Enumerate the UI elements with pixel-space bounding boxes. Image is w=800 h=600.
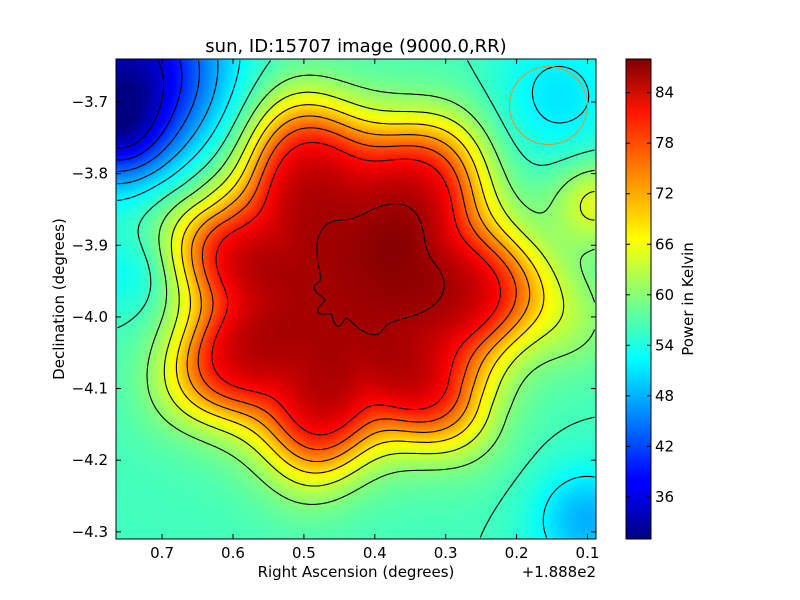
colorbar-tick-label: 78 bbox=[655, 134, 674, 152]
contour-line bbox=[175, 104, 545, 474]
contour-line bbox=[146, 74, 596, 505]
contour-line bbox=[117, 60, 200, 172]
y-axis-label: Declination (degrees) bbox=[50, 218, 68, 380]
x-tick-label: 0.2 bbox=[505, 544, 529, 562]
y-tick-label: −3.9 bbox=[72, 236, 108, 254]
contour-line bbox=[117, 60, 183, 161]
contour-line bbox=[313, 203, 445, 336]
x-tick-label: 0.4 bbox=[363, 544, 387, 562]
colorbar-tick-label: 66 bbox=[655, 235, 674, 253]
colorbar-tick-label: 42 bbox=[655, 437, 674, 455]
heatmap-area bbox=[115, 58, 597, 540]
contour-line bbox=[211, 141, 502, 436]
plot-frame bbox=[115, 58, 597, 540]
y-tick-label: −4.2 bbox=[72, 451, 108, 469]
colorbar-label: Power in Kelvin bbox=[679, 242, 697, 356]
colorbar-gradient bbox=[626, 59, 651, 539]
x-axis-offset: +1.888e2 bbox=[522, 563, 596, 581]
colorbar-tick-label: 48 bbox=[655, 387, 674, 405]
heatmap-image bbox=[116, 59, 596, 539]
contour-line bbox=[117, 60, 165, 149]
y-tick-label: −4.1 bbox=[72, 380, 108, 398]
x-tick-label: 0.5 bbox=[292, 544, 316, 562]
y-tick-label: −3.7 bbox=[72, 93, 108, 111]
x-tick-label: 0.6 bbox=[221, 544, 245, 562]
contour-line bbox=[186, 115, 531, 463]
y-axis-ticks: −3.7 −3.8 −3.9 −4.0 −4.1 −4.2 −4.3 bbox=[72, 93, 596, 541]
y-tick-label: −4.3 bbox=[72, 523, 108, 541]
x-tick-label: 0.3 bbox=[434, 544, 458, 562]
beam-circle bbox=[508, 65, 589, 146]
colorbar-tick-label: 72 bbox=[655, 185, 674, 203]
x-axis-ticks: 0.7 0.6 0.5 0.4 0.3 0.2 0.1 bbox=[150, 59, 599, 562]
colorbar-tick-label: 84 bbox=[655, 84, 674, 102]
contour-lines bbox=[117, 60, 596, 538]
chart-title: sun, ID:15707 image (9000.0,RR) bbox=[205, 36, 506, 57]
x-axis-label: Right Ascension (degrees) bbox=[258, 563, 455, 581]
colorbar-ticks: 36 42 48 54 60 66 72 78 84 bbox=[626, 84, 674, 506]
contour-line bbox=[117, 60, 595, 538]
contour-line bbox=[117, 60, 595, 538]
contour-line bbox=[117, 60, 219, 185]
y-tick-label: −4.0 bbox=[72, 308, 108, 326]
colorbar-tick-label: 36 bbox=[655, 488, 674, 506]
contour-line bbox=[163, 91, 595, 487]
contour-line bbox=[197, 127, 517, 451]
x-tick-label: 0.7 bbox=[150, 544, 174, 562]
colorbar-frame bbox=[625, 58, 652, 540]
colorbar-tick-label: 60 bbox=[655, 286, 674, 304]
colorbar-tick-label: 54 bbox=[655, 336, 674, 354]
y-tick-label: −3.8 bbox=[72, 165, 108, 183]
x-tick-label: 0.1 bbox=[576, 544, 600, 562]
colorbar: 36 42 48 54 60 66 72 78 84 Power in Kelvin bbox=[625, 58, 697, 540]
